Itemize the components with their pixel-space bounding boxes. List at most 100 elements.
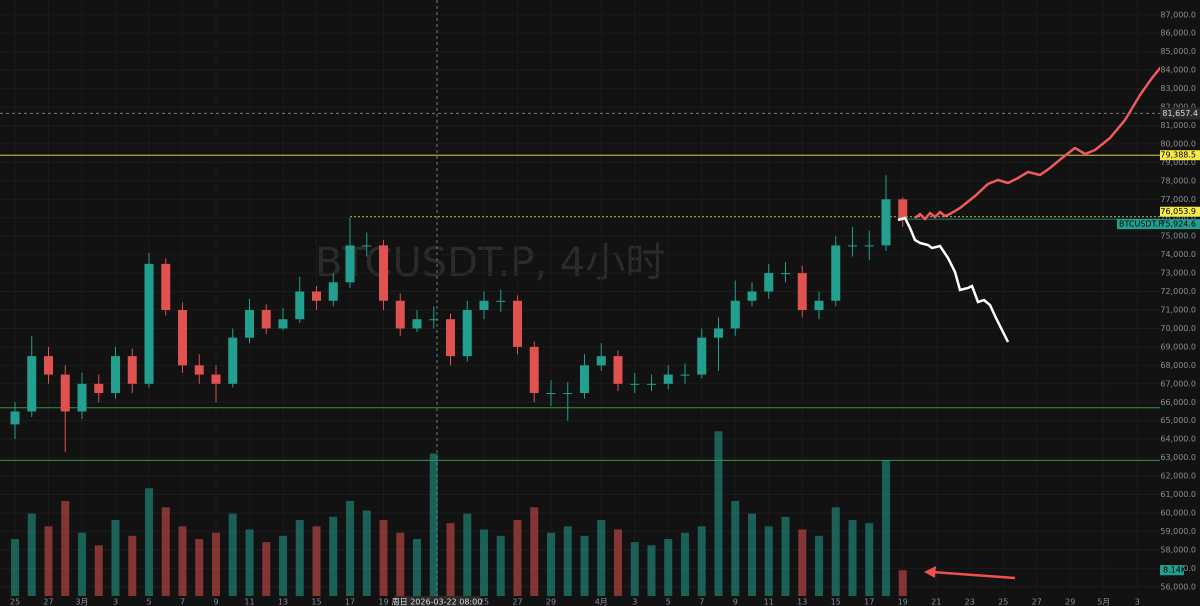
volume-bar — [547, 532, 555, 596]
candle-body — [412, 319, 422, 329]
candle-body — [596, 356, 606, 366]
volume-bar — [597, 520, 606, 596]
candle-body — [831, 245, 841, 301]
price-axis — [1160, 0, 1200, 606]
x-tick-label: 29 — [1065, 598, 1075, 606]
y-tick-label: 74,000.0 — [1160, 250, 1196, 259]
volume-bar — [94, 545, 103, 596]
volume-bar — [647, 545, 656, 596]
volume-bar — [111, 520, 120, 596]
candle-body — [697, 337, 707, 375]
arrow-head — [924, 566, 936, 578]
candle-body — [379, 245, 388, 301]
candle-body — [580, 365, 589, 394]
candle-body — [881, 199, 891, 246]
x-tick-label: 19 — [378, 598, 388, 606]
volume-bar — [496, 535, 505, 596]
candle-body — [228, 337, 238, 384]
y-tick-label: 61,000.0 — [1160, 490, 1196, 499]
volume-bar — [714, 431, 723, 596]
volume-bar — [312, 526, 321, 596]
candle-body — [194, 365, 204, 375]
volume-bar — [245, 529, 254, 596]
candle-body — [714, 328, 723, 338]
y-tick-label: 63,000.0 — [1160, 453, 1196, 462]
volume-bar — [362, 510, 371, 596]
y-tick-label: 67,000.0 — [1160, 379, 1196, 388]
volume-bar — [614, 529, 622, 596]
y-tick-label: 87,000.0 — [1160, 10, 1196, 19]
y-tick-label: 68,000.0 — [1160, 361, 1196, 370]
candle-body — [111, 356, 120, 394]
volume-bar — [212, 532, 220, 596]
volume-bar — [161, 507, 170, 596]
marks — [0, 112, 1160, 596]
x-tick-label: 3月 — [75, 598, 88, 606]
volume-bar — [513, 520, 522, 596]
x-tick-label: 11 — [764, 598, 774, 606]
volume-bar — [580, 535, 589, 596]
volume-bar — [413, 539, 421, 596]
x-tick-label: 27 — [43, 598, 53, 606]
candle-body — [328, 282, 338, 301]
candle-body — [529, 346, 539, 394]
volume-bar — [61, 501, 70, 596]
y-tick-label: 73,000.0 — [1160, 269, 1196, 278]
candle-body — [898, 199, 908, 220]
volume-bar — [295, 520, 304, 596]
candle-body — [680, 374, 690, 376]
axis-labels: 56,000.057,000.058,000.059,000.060,000.0… — [10, 10, 1200, 606]
candle-body — [496, 300, 506, 302]
x-tick-label: 9 — [733, 598, 738, 606]
y-tick-label: 81,000.0 — [1160, 121, 1196, 130]
price-tag-label: 75,924.6 — [1160, 220, 1196, 229]
volume-bar — [78, 532, 86, 596]
x-tick-label: 5 — [146, 598, 151, 606]
bearish-projection — [897, 216, 1010, 343]
y-tick-label: 72,000.0 — [1160, 287, 1196, 296]
candle-body — [44, 356, 53, 375]
x-tick-label: 3 — [632, 598, 637, 606]
x-tick-label: 4月 — [595, 598, 608, 606]
x-tick-label: 3 — [1135, 598, 1140, 606]
candle-body — [479, 300, 489, 310]
volume-bar — [848, 520, 857, 596]
volume-bar — [379, 520, 388, 596]
y-tick-label: 70,000.0 — [1160, 324, 1196, 333]
price-tag — [1160, 150, 1200, 161]
x-tick-label: 3 — [113, 598, 118, 606]
arrow — [931, 570, 1016, 580]
candle-body — [546, 393, 556, 395]
symbol-tag — [1117, 219, 1160, 230]
y-tick-label: 85,000.0 — [1160, 47, 1196, 56]
x-tick-label: 19 — [898, 598, 908, 606]
x-tick-label: 27 — [512, 598, 522, 606]
candle-body — [345, 245, 355, 283]
volume-bar — [279, 535, 287, 596]
y-tick-label: 60,000.0 — [1160, 508, 1196, 517]
volume-bar — [731, 501, 740, 596]
volume-bar — [865, 523, 874, 596]
candle-body — [462, 309, 472, 357]
candle-body — [764, 273, 774, 292]
volume-bar — [898, 570, 907, 596]
volume-bar — [781, 516, 790, 596]
y-tick-label: 78,000.0 — [1160, 176, 1196, 185]
candle-body — [563, 393, 573, 395]
y-tick-label: 82,000.0 — [1160, 103, 1196, 112]
volume-bar — [664, 539, 673, 596]
x-tick-label: 5月 — [1097, 598, 1110, 606]
volume-bar — [429, 453, 438, 596]
candle-body — [27, 356, 37, 412]
x-tick-label: 7 — [180, 598, 185, 606]
candle-body — [395, 300, 405, 329]
volume-bar — [346, 501, 354, 596]
crosshair-tag-label: 81,657.4 — [1162, 109, 1198, 118]
x-tick-label: 17 — [864, 598, 874, 606]
price-tag-label: 79,388.5 — [1160, 151, 1196, 160]
crosshair-time-tag — [394, 596, 480, 606]
watermark: BTCUSDT.P, 4小时 — [315, 240, 665, 286]
x-tick-label: 7 — [699, 598, 704, 606]
volume-bar — [630, 542, 639, 596]
